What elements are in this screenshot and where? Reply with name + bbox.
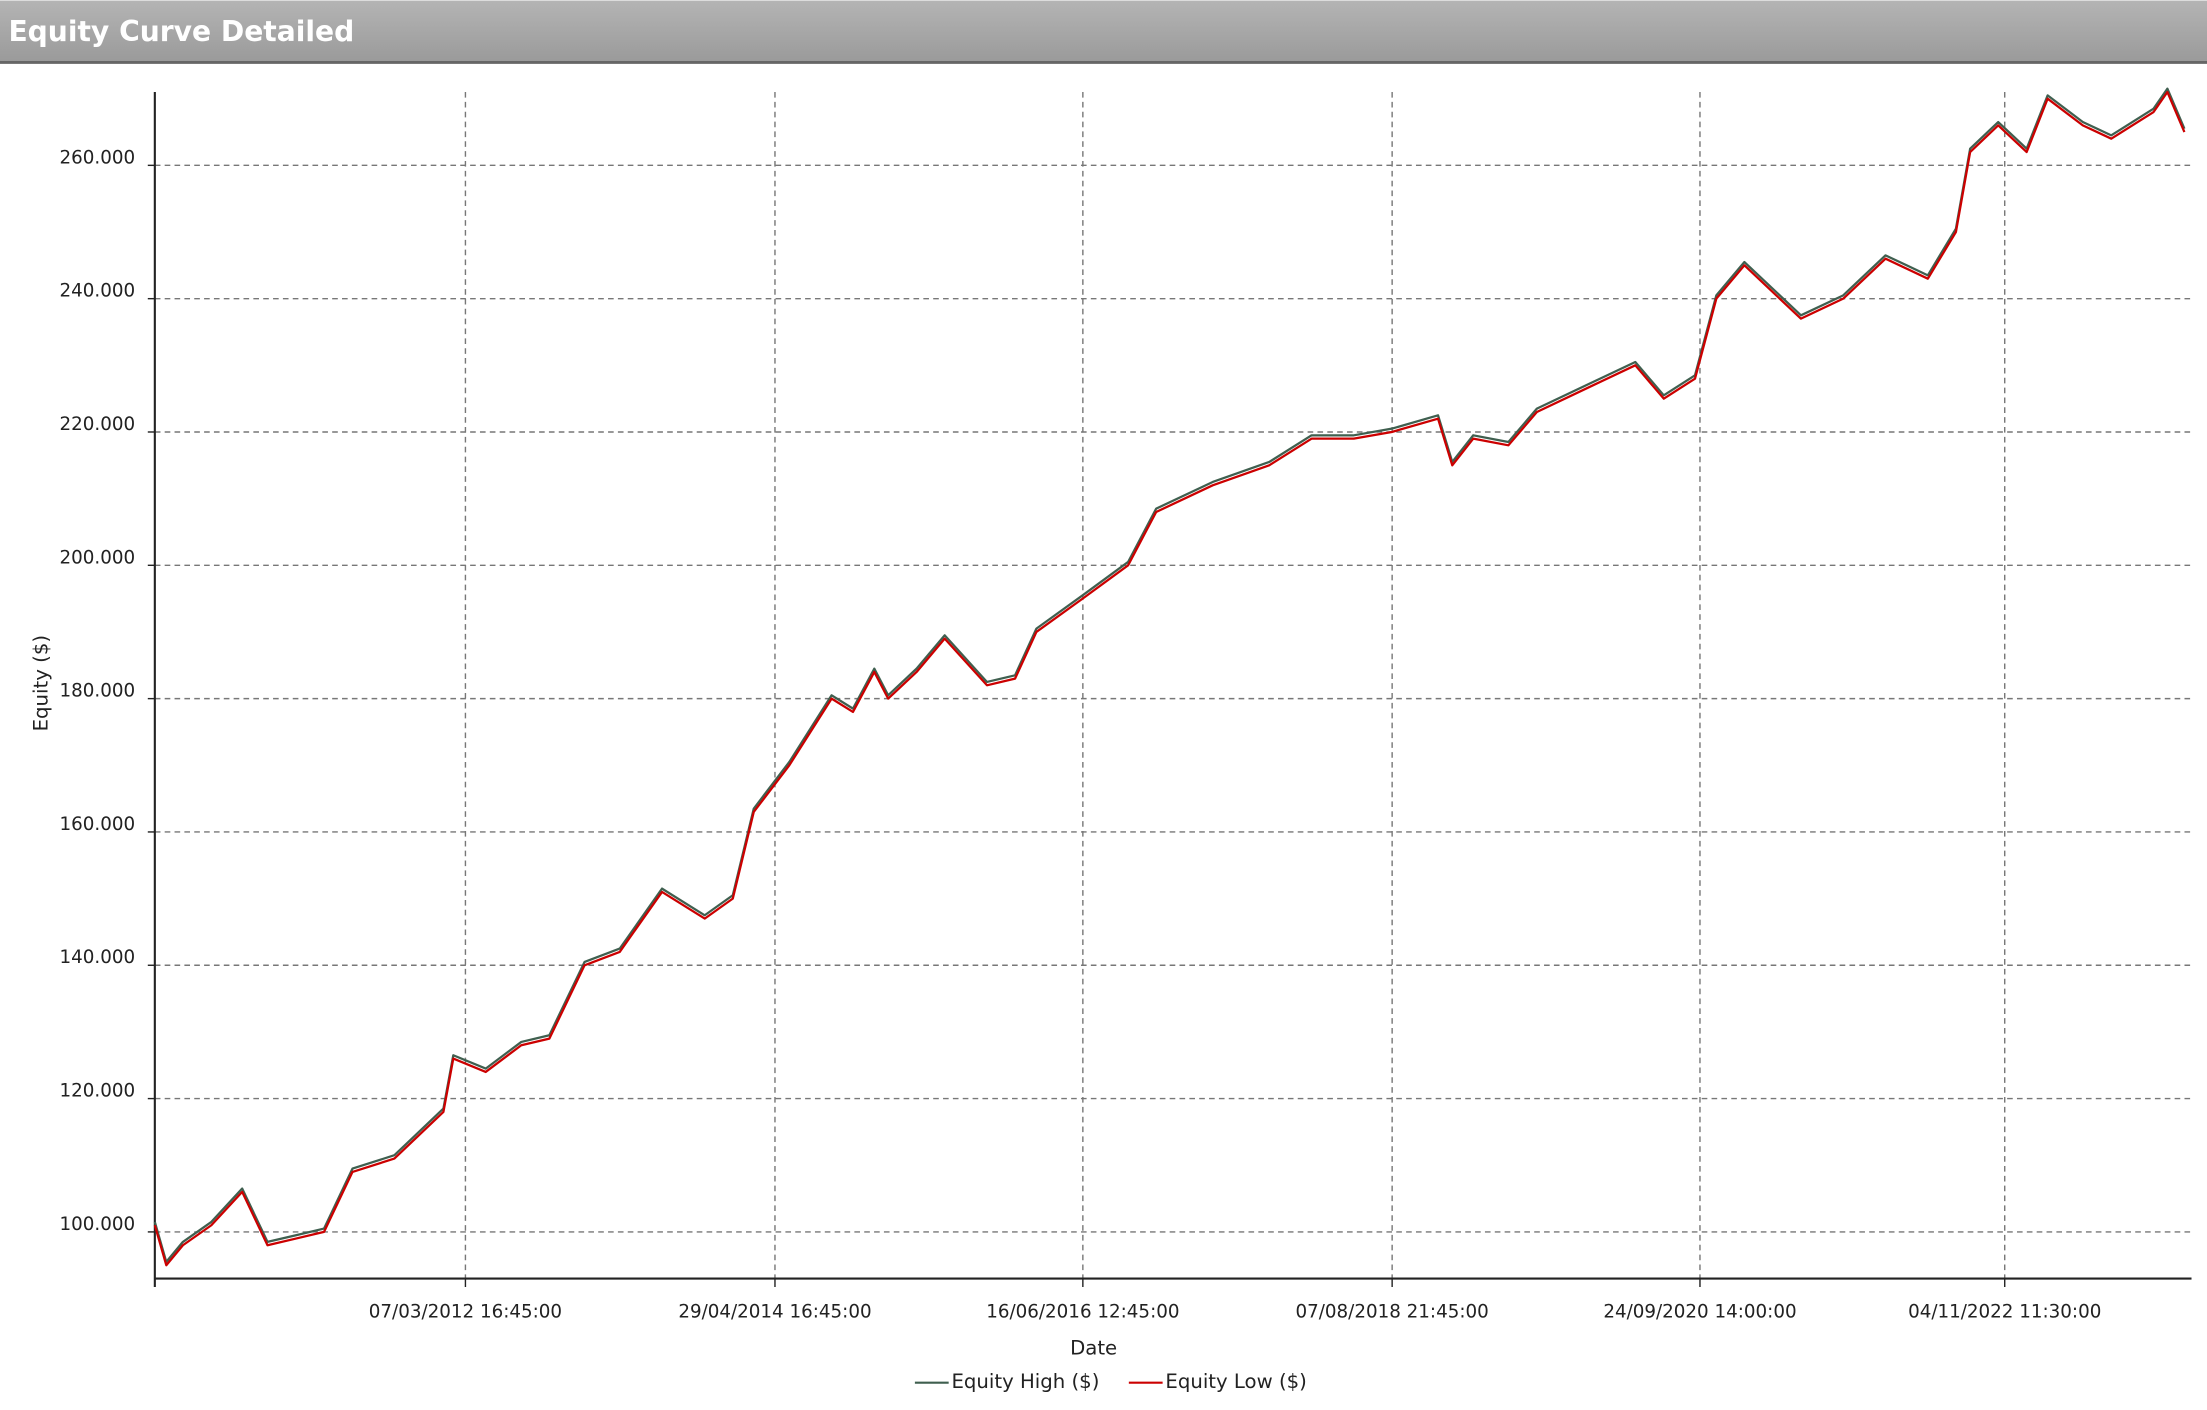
y-tick-label: 100.000	[60, 1214, 136, 1235]
series-line	[153, 90, 2186, 1267]
y-tick-label: 200.000	[60, 547, 136, 568]
y-tick-label: 180.000	[60, 681, 136, 702]
x-tick-label: 16/06/2016 12:45:00	[986, 1301, 1179, 1322]
x-tick-label: 29/04/2014 16:45:00	[678, 1301, 871, 1322]
legend-label: Equity High ($)	[951, 1370, 1099, 1393]
y-axis-label: Equity ($)	[30, 635, 53, 731]
y-tick-label: 140.000	[60, 947, 136, 968]
x-axis-label: Date	[1070, 1336, 1117, 1359]
legend-label: Equity Low ($)	[1165, 1370, 1306, 1393]
title-bar	[0, 0, 2207, 63]
x-tick-label: 07/03/2012 16:45:00	[369, 1301, 562, 1322]
x-tick-label: 24/09/2020 14:00:00	[1603, 1301, 1796, 1322]
y-tick-label: 220.000	[60, 414, 136, 435]
x-tick-label: 07/08/2018 21:45:00	[1295, 1301, 1488, 1322]
y-tick-label: 160.000	[60, 814, 136, 835]
y-tick-label: 120.000	[60, 1081, 136, 1102]
y-tick-label: 240.000	[60, 281, 136, 302]
y-tick-label: 260.000	[60, 147, 136, 168]
x-tick-label: 04/11/2022 11:30:00	[1908, 1301, 2101, 1322]
chart-title: Equity Curve Detailed	[8, 15, 354, 48]
